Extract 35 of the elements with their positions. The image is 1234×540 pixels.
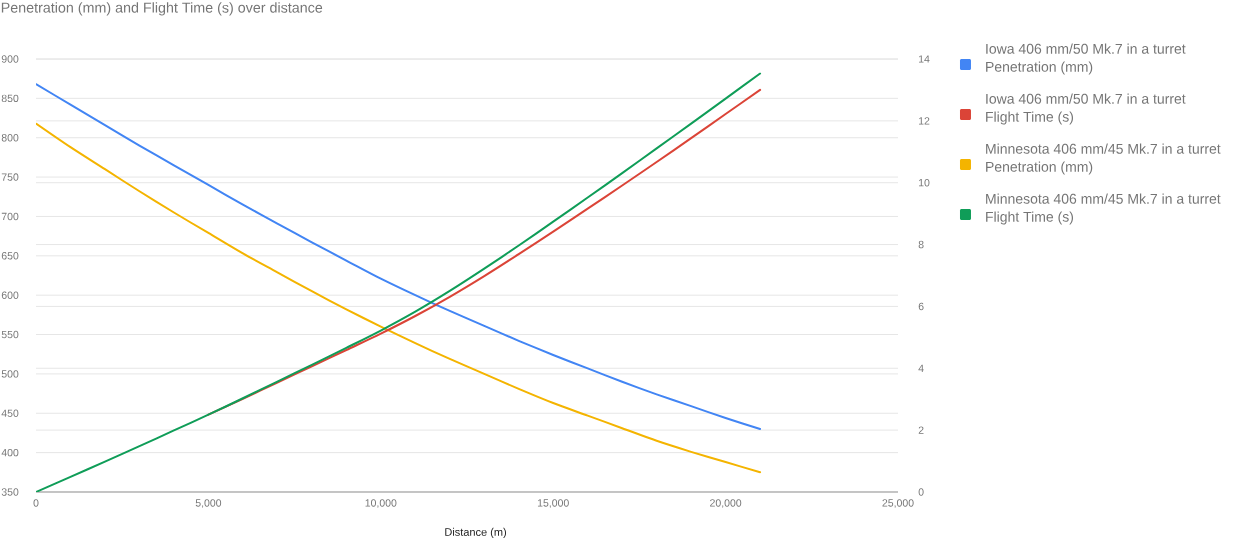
y-tick-label: 450 [1,409,19,417]
y2-tick-label: 0 [918,488,924,496]
y2-tick-label: 14 [919,55,930,63]
x-tick-label: 25,000 [882,499,914,508]
y-tick-label: 700 [1,212,19,221]
y2-tick-label: 4 [918,364,924,372]
y-tick-label: 550 [1,330,19,339]
y-tick-label: 600 [1,291,19,299]
x-tick-label: 0 [33,499,39,507]
legend-label: Iowa 406 mm/50 Mk.7 in a turret Penetration (mm) [986,43,1186,75]
y-tick-label: 350 [1,488,19,496]
line-series [36,122,762,474]
y-tick-label: 400 [1,448,19,457]
y-tick-label: 900 [1,55,19,63]
y-tick-label: 850 [1,94,19,103]
x-tick-label: 10,000 [365,499,397,508]
y2-tick-label: 10 [919,178,930,187]
y-tick-label: 800 [1,134,19,142]
x-tick-label: 20,000 [710,499,742,508]
y2-tick-label: 6 [918,302,924,311]
x-tick-label: 5,000 [195,499,222,508]
line-series [36,72,762,492]
y2-tick-label: 8 [918,240,924,249]
line-series [36,83,762,431]
legend-label: Minnesota 406 mm/45 Mk.7 in a turret Flight Time (s) [986,193,1221,225]
y2-tick-label: 12 [919,117,930,125]
y-tick-label: 500 [1,370,19,378]
legend-label: Iowa 406 mm/50 Mk.7 in a turret Flight Time (s) [986,93,1186,125]
y-tick-label: 650 [1,252,19,260]
y-tick-label: 750 [1,173,19,181]
x-axis-title: Distance (m) [445,527,507,539]
y2-tick-label: 2 [918,426,924,434]
x-tick-label: 15,000 [537,499,569,508]
legend-label: Minnesota 406 mm/45 Mk.7 in a turret Penetration (mm) [986,143,1221,175]
chart-title: Penetration (mm) and Flight Time (s) over distance [1,2,323,16]
